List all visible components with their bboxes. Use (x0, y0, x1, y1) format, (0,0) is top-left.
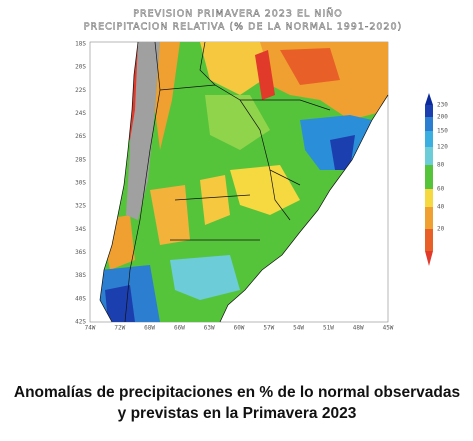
latitude-label: 18S (75, 41, 86, 48)
caption-line: y previstas en la Primavera 2023 (118, 405, 357, 422)
precipitation-field (100, 42, 388, 322)
colorbar-label: 40 (437, 204, 445, 211)
latitude-labels: 18S 20S 22S 24S 26S 28S 30S 32S 34S 36S 38S 40S 42S (75, 41, 86, 326)
latitude-label: 42S (75, 319, 86, 326)
longitude-label: 51W (323, 325, 334, 332)
latitude-label: 26S (75, 133, 86, 140)
borders (99, 41, 389, 323)
colorbar-label: 80 (437, 162, 445, 169)
colorbar-labels: 230 200 150 120 80 60 40 20 (437, 102, 448, 233)
latitude-label: 28S (75, 156, 86, 163)
latitude-label: 24S (75, 110, 86, 117)
colorbar (425, 93, 433, 266)
colorbar-label: 230 (437, 102, 448, 109)
latitude-label: 20S (75, 64, 86, 71)
latitude-label: 30S (75, 180, 86, 187)
latitude-label: 32S (75, 203, 86, 210)
latitude-label: 36S (75, 249, 86, 256)
latitude-label: 22S (75, 87, 86, 94)
longitude-label: 57W (263, 325, 274, 332)
longitude-label: 45W (383, 325, 394, 332)
colorbar-label: 120 (437, 144, 448, 151)
longitude-labels: 74W 72W 68W 66W 63W 60W 57W 54W 51W 48W 45W (85, 325, 394, 332)
latitude-label: 38S (75, 272, 86, 279)
latitude-label: 34S (75, 226, 86, 233)
longitude-label: 68W (144, 325, 155, 332)
longitude-label: 66W (174, 325, 185, 332)
longitude-label: 72W (114, 325, 125, 332)
longitude-label: 74W (85, 325, 96, 332)
colorbar-label: 60 (437, 186, 445, 193)
longitude-label: 54W (293, 325, 304, 332)
map-subtitle: PRECIPITACION RELATIVA (% DE LA NORMAL 1… (84, 22, 402, 33)
caption-line: Anomalías de precipitaciones en % de lo … (14, 384, 460, 401)
longitude-label: 60W (234, 325, 245, 332)
longitude-label: 48W (353, 325, 364, 332)
colorbar-label: 20 (437, 226, 445, 233)
colorbar-label: 150 (437, 128, 448, 135)
map-title: PREVISION PRIMAVERA 2023 EL NIÑO (133, 9, 343, 20)
colorbar-label: 200 (437, 114, 448, 121)
latitude-label: 40S (75, 295, 86, 302)
longitude-label: 63W (204, 325, 215, 332)
